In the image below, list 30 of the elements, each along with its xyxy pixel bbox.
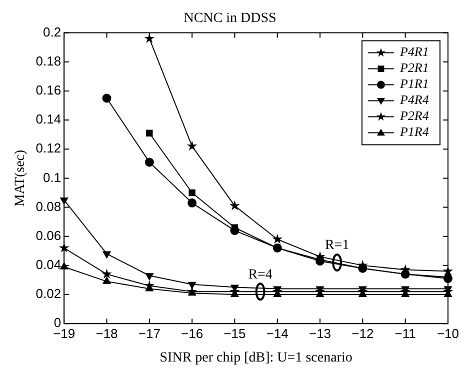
legend-label: P1R1 <box>398 76 429 92</box>
y-tick-label: 0.14 <box>36 112 62 127</box>
annotation: R=4 <box>248 267 272 282</box>
y-tick-label: 0.2 <box>43 24 62 40</box>
x-tick-label: −16 <box>181 326 204 341</box>
legend-label: P1R4 <box>398 124 430 140</box>
legend-label: P2R1 <box>398 60 429 76</box>
x-tick-label: −14 <box>266 326 288 341</box>
x-tick-label: −18 <box>96 326 118 341</box>
x-tick-label: −15 <box>224 326 246 341</box>
legend-label: P4R1 <box>398 44 429 60</box>
y-tick-label: 0.12 <box>36 140 62 156</box>
x-axis-title: SINR per chip [dB]: U=1 scenario <box>160 350 352 366</box>
chart-title: NCNC in DDSS <box>184 11 276 26</box>
y-tick-label: 0.18 <box>36 53 62 68</box>
legend-label: P2R4 <box>398 108 430 124</box>
y-tick-label: 0.16 <box>36 82 62 98</box>
x-tick-label: −17 <box>138 326 160 341</box>
y-tick-label: 0.08 <box>36 198 62 214</box>
y-tick-label: 0.02 <box>36 286 62 302</box>
annotation: R=1 <box>324 238 350 254</box>
legend-label: P4R4 <box>398 92 430 108</box>
x-tick-label: −13 <box>308 326 332 341</box>
y-tick-label: 0.04 <box>36 257 62 272</box>
x-tick-label: −10 <box>436 326 460 341</box>
y-tick-label: 0.06 <box>36 228 62 243</box>
y-axis-title: MAT(sec) <box>13 149 28 207</box>
x-tick-label: −12 <box>352 326 374 341</box>
y-tick-label: 0.1 <box>43 170 62 185</box>
x-tick-label: −11 <box>394 326 416 341</box>
